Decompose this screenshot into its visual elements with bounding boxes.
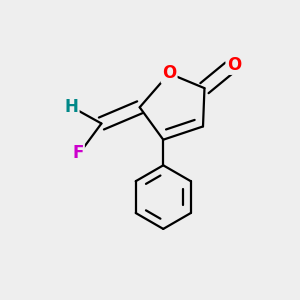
Text: O: O bbox=[162, 64, 176, 82]
Text: F: F bbox=[72, 144, 83, 162]
Text: H: H bbox=[64, 98, 78, 116]
Text: O: O bbox=[227, 56, 241, 74]
